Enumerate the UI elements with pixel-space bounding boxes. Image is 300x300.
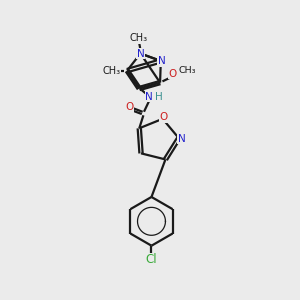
Text: H: H (155, 92, 163, 102)
Text: N: N (158, 56, 165, 66)
Text: N: N (136, 49, 144, 58)
Text: CH₃: CH₃ (130, 33, 148, 43)
Text: Cl: Cl (146, 254, 157, 266)
Text: O: O (125, 102, 133, 112)
Text: CH₃: CH₃ (103, 66, 121, 76)
Text: N: N (178, 134, 186, 144)
Text: O: O (168, 69, 177, 79)
Text: O: O (160, 112, 168, 122)
Text: CH₃: CH₃ (178, 66, 196, 75)
Text: N: N (146, 92, 153, 102)
